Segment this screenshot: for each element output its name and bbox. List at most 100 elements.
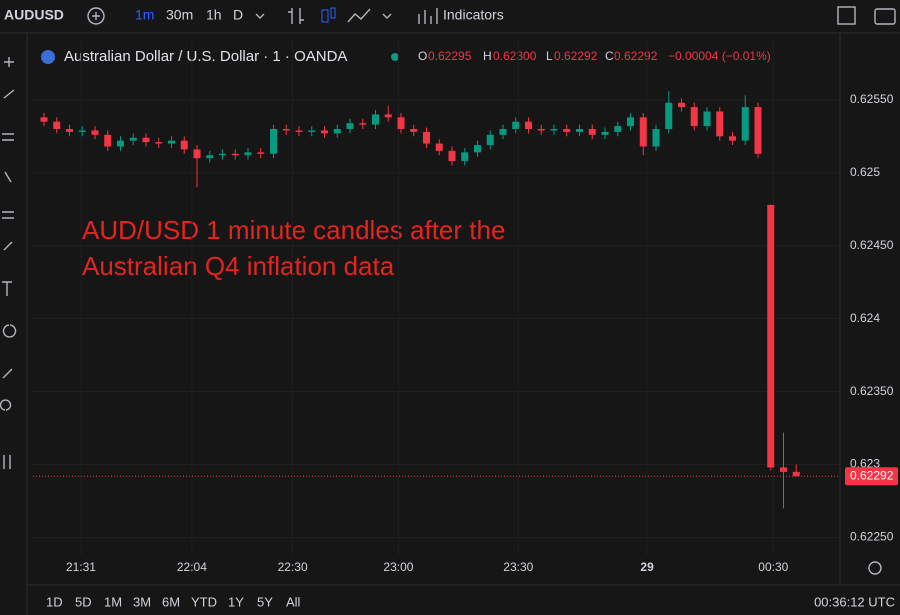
candle-body	[627, 117, 634, 127]
x-tick-label: 21:31	[66, 560, 96, 574]
candle-body	[53, 121, 61, 129]
y-tick-label: 0.62250	[850, 530, 894, 544]
candle-body	[270, 128, 277, 154]
ohlc-legend: O 0.62295 H 0.62300 L 0.62292 C 0.62292 …	[418, 49, 771, 63]
candle-body	[410, 128, 418, 132]
range-button[interactable]: 3M	[133, 594, 151, 609]
candle-body	[639, 117, 647, 147]
candle-body	[537, 128, 545, 131]
candle-body	[448, 150, 456, 162]
dropdown[interactable]	[255, 13, 265, 19]
x-tick-label: 00:30	[758, 560, 788, 574]
candle-body	[614, 126, 622, 132]
candle-body	[168, 140, 175, 144]
legend-value: 0.62292	[554, 49, 598, 63]
range-button[interactable]: 1Y	[228, 594, 244, 609]
candle-body	[435, 143, 443, 151]
candle-body	[780, 467, 787, 472]
candle-body	[588, 128, 596, 135]
indicators[interactable]: Indicators	[443, 7, 504, 23]
legend-value: 0.62292	[614, 49, 658, 63]
candle-body	[372, 114, 379, 125]
candle-body	[282, 128, 290, 131]
fullscreen[interactable]	[837, 6, 856, 25]
last-price-label: 0.62292	[850, 468, 894, 482]
market-status	[391, 53, 399, 61]
candle-body	[601, 131, 609, 135]
candle-body	[384, 114, 392, 118]
range-button[interactable]: All	[286, 594, 301, 609]
candle-type[interactable]	[321, 7, 336, 23]
y-tick-label: 0.62450	[850, 238, 894, 252]
interval[interactable]: 30m	[166, 7, 193, 23]
candle-body	[359, 123, 367, 125]
candle-body	[754, 107, 762, 154]
area-type[interactable]	[347, 8, 371, 23]
range-button[interactable]: 6M	[162, 594, 180, 609]
candle-body	[665, 102, 673, 129]
candle-body	[231, 153, 239, 156]
candle-body	[219, 153, 226, 156]
legend-label: H	[483, 49, 492, 63]
annotation: AUD/USD 1 minute candles after the	[82, 215, 505, 245]
candle-body	[767, 204, 775, 468]
candle-body	[104, 134, 112, 147]
range-button[interactable]: 1M	[104, 594, 122, 609]
legend-change: −0.00004 (−0.01%)	[668, 49, 771, 63]
candle-body	[716, 111, 724, 137]
drawing-tools	[0, 57, 17, 469]
candle-body	[652, 128, 660, 147]
clock: 00:36:12 UTC	[814, 594, 895, 609]
candle-body	[576, 128, 583, 132]
candle-body	[155, 142, 163, 144]
x-tick-label: 22:04	[177, 560, 207, 574]
legend-label: L	[546, 49, 553, 63]
legend-label: C	[605, 49, 614, 63]
candle-body	[321, 130, 328, 134]
annotation: Australian Q4 inflation data	[82, 251, 395, 281]
flag	[41, 50, 55, 64]
symbol[interactable]: AUDUSD	[4, 7, 64, 23]
bar-type[interactable]	[288, 8, 304, 24]
range-button[interactable]: YTD	[191, 594, 217, 609]
candle-body	[678, 102, 685, 108]
range-button[interactable]: 5Y	[257, 594, 273, 609]
range-button[interactable]: 5D	[75, 594, 92, 609]
candle-body	[741, 107, 749, 141]
candle-body	[563, 128, 571, 132]
candle-body	[206, 155, 214, 159]
candle-body	[257, 152, 265, 154]
y-tick-label: 0.62550	[850, 92, 894, 106]
candle-body	[40, 117, 48, 122]
last-price-box	[845, 467, 898, 486]
legend-value: 0.62300	[493, 49, 537, 63]
candle-body	[193, 149, 201, 159]
y-tick-label: 0.625	[850, 165, 880, 179]
x-tick-label: 23:00	[383, 560, 413, 574]
candle-body	[117, 140, 124, 147]
candle-body	[550, 128, 558, 131]
candle-body	[486, 134, 494, 146]
interval[interactable]: D	[233, 7, 243, 23]
snapshot[interactable]	[874, 8, 896, 25]
interval[interactable]: 1h	[206, 7, 222, 23]
chart-title: Australian Dollar / U.S. Dollar · 1 · OA…	[64, 48, 347, 65]
candle-body	[525, 121, 532, 129]
settings[interactable]	[868, 561, 882, 575]
candle-body	[690, 107, 698, 127]
range-button[interactable]: 1D	[46, 594, 63, 609]
interval[interactable]: 1m	[135, 7, 154, 23]
candle-body	[91, 130, 99, 135]
candle-body	[423, 131, 430, 144]
y-tick-label: 0.62350	[850, 384, 894, 398]
add-symbol[interactable]	[87, 7, 105, 25]
x-tick-label: 23:30	[503, 560, 533, 574]
candle-body	[512, 121, 520, 129]
add-icon	[92, 12, 100, 20]
dropdown[interactable]	[382, 13, 392, 19]
candle-body	[142, 137, 150, 143]
candle-body	[295, 130, 303, 132]
candle-body	[333, 128, 341, 134]
y-tick-label: 0.624	[850, 311, 880, 325]
